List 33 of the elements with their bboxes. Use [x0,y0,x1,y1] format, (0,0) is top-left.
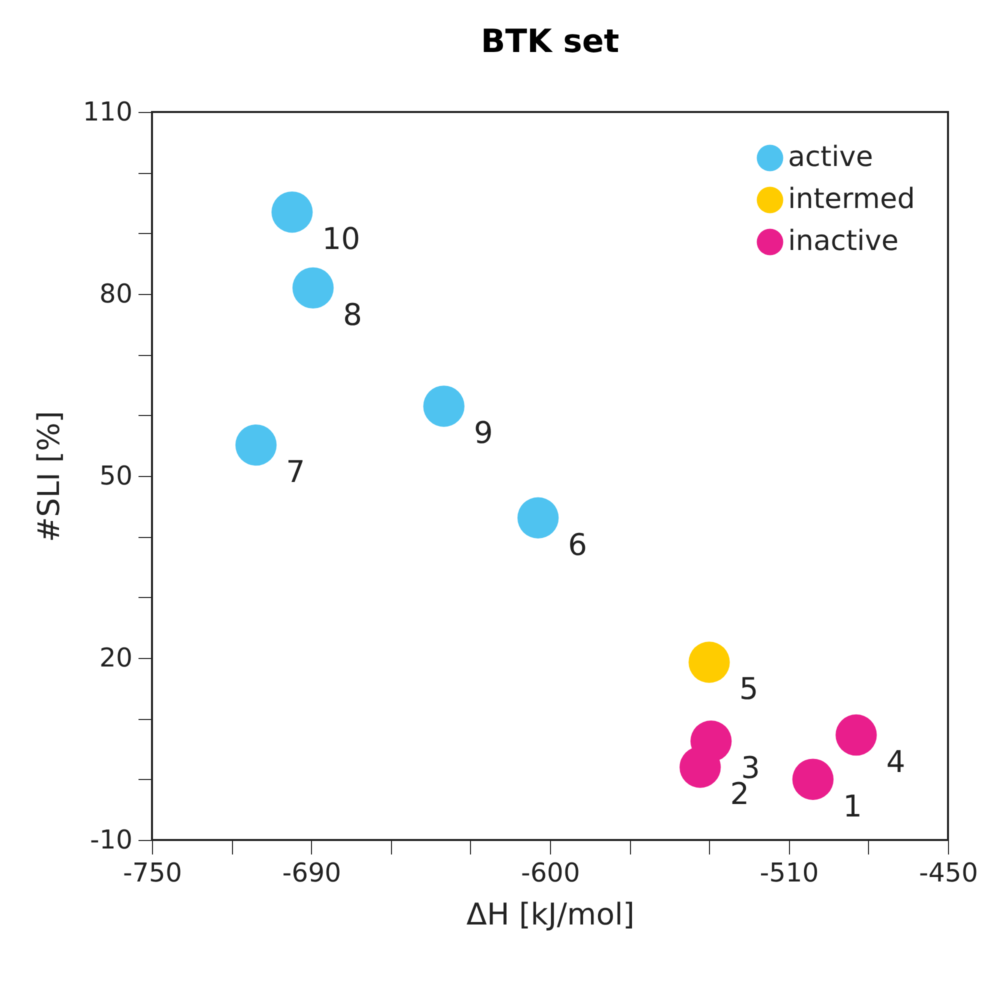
annotation: 8 [343,298,362,333]
point [235,424,277,466]
y-tick-label: 80 [99,280,132,310]
annotation: 5 [739,672,758,708]
x-tick-label: -600 [520,858,580,888]
x-tick-label: -510 [760,858,819,888]
annotation: 9 [474,416,493,452]
x-axis-title: ΔH [kJ/mol] [466,898,635,932]
y-tick-label: -10 [90,826,132,856]
y-tick-label: 110 [82,98,132,128]
chart-title: BTK set [480,22,620,60]
x-tick-label: -750 [122,858,182,888]
y-tick-label: 20 [99,644,132,674]
point [292,267,334,309]
point [836,714,877,756]
point [271,192,313,233]
point [792,758,834,800]
point [680,746,721,788]
y-tick-label: 50 [99,462,132,492]
point [688,642,730,683]
point [517,497,559,538]
annotation: 1 [842,789,862,824]
annotation: 7 [286,455,306,490]
annotation: 4 [886,745,906,780]
x-tick-label: -450 [918,858,978,888]
x-tick-label: -690 [282,858,342,888]
annotation: 6 [568,528,588,563]
legend-label: intermed [788,182,916,215]
annotation: 10 [322,222,360,258]
legend-label: inactive [788,224,899,257]
point [423,386,464,427]
legend-label: active [788,140,874,173]
y-axis-title: #SLI [%] [32,410,67,542]
